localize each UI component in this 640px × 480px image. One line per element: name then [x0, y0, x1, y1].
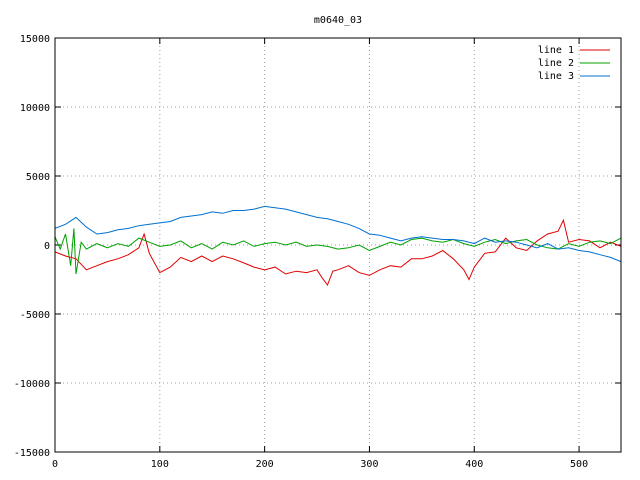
plot-frame	[54, 37, 622, 453]
y-tick-label: 5000	[26, 172, 50, 183]
y-tick-label: 15000	[20, 34, 50, 45]
x-tick-label: 0	[52, 459, 58, 470]
series-line-1	[54, 218, 622, 287]
chart-title: m0640_03	[314, 15, 362, 26]
legend: line 1 line 2 line 3	[538, 45, 610, 82]
y-tick-label: 0	[44, 241, 50, 252]
legend-label: line 2	[538, 58, 574, 69]
legend-label: line 3	[538, 71, 574, 82]
tick-layer: -15000 -10000 -5000 0 5000 10000 15000 0 100 200 3…	[14, 34, 621, 470]
y-tick-label: 10000	[20, 103, 50, 114]
grid-layer	[55, 38, 621, 452]
x-tick-label: 200	[256, 459, 274, 470]
legend-label: line 1	[538, 45, 574, 56]
series-layer	[54, 205, 622, 287]
series-line-3	[54, 205, 622, 263]
x-tick-label: 300	[360, 459, 378, 470]
y-tick-label: -5000	[20, 310, 50, 321]
y-tick-label: -10000	[14, 379, 50, 390]
series-line-2	[54, 228, 622, 275]
y-tick-label: -15000	[14, 448, 50, 459]
x-tick-label: 100	[151, 459, 169, 470]
x-tick-label: 500	[570, 459, 588, 470]
x-tick-label: 400	[465, 459, 483, 470]
